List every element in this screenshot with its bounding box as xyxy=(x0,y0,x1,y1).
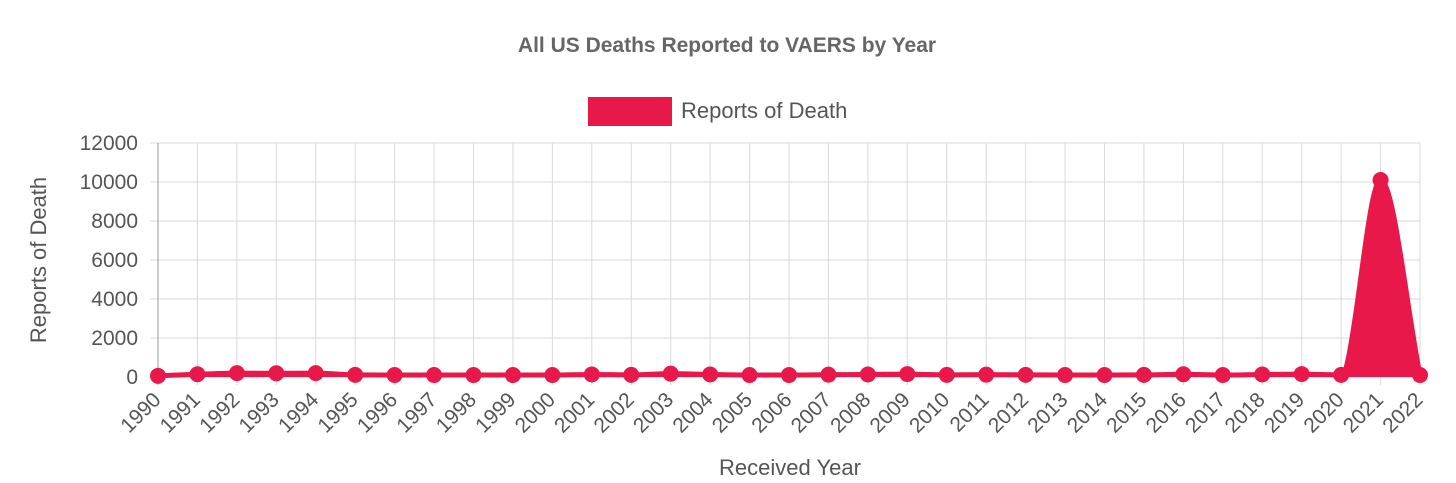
data-point-2009[interactable] xyxy=(899,366,916,383)
x-tick-label: 1998 xyxy=(432,388,481,437)
x-tick-label: 2001 xyxy=(550,388,599,437)
x-tick-label: 2005 xyxy=(708,388,757,437)
x-tick-label: 2018 xyxy=(1220,388,1269,437)
data-point-2007[interactable] xyxy=(820,366,837,383)
y-axis-ticks: 0 2000 4000 6000 8000 10000 12000 xyxy=(80,132,138,389)
x-axis-ticks: 1990199119921993199419951996199719981999… xyxy=(116,388,1427,438)
data-point-1998[interactable] xyxy=(465,367,482,384)
data-points xyxy=(150,172,1428,384)
y-axis-title: Reports of Death xyxy=(26,177,51,343)
data-point-2006[interactable] xyxy=(781,367,797,384)
y-tick-label: 2000 xyxy=(91,327,138,350)
x-tick-label: 2000 xyxy=(511,388,560,437)
y-tick-label: 10000 xyxy=(80,171,138,194)
x-tick-label: 2003 xyxy=(629,388,678,437)
x-tick-label: 2010 xyxy=(905,388,954,437)
data-point-2015[interactable] xyxy=(1135,366,1152,383)
data-point-2018[interactable] xyxy=(1254,366,1271,383)
x-tick-label: 1992 xyxy=(195,388,244,437)
x-tick-label: 1991 xyxy=(156,388,205,437)
data-point-2005[interactable] xyxy=(741,367,758,384)
x-tick-label: 2007 xyxy=(787,388,836,437)
legend-swatch xyxy=(588,97,672,126)
data-point-1995[interactable] xyxy=(347,366,364,383)
data-point-1992[interactable] xyxy=(228,365,245,382)
legend-label: Reports of Death xyxy=(681,98,847,123)
x-tick-label: 2002 xyxy=(589,388,638,437)
x-tick-label: 2012 xyxy=(984,388,1033,437)
data-point-2008[interactable] xyxy=(859,366,876,383)
x-tick-label: 1995 xyxy=(313,388,362,437)
data-point-2022[interactable] xyxy=(1412,367,1428,384)
x-tick-label: 2008 xyxy=(826,388,875,437)
x-axis-title: Received Year xyxy=(719,455,861,480)
data-point-1990[interactable] xyxy=(150,367,166,384)
y-tick-label: 4000 xyxy=(91,288,138,311)
data-point-2012[interactable] xyxy=(1017,366,1034,383)
y-tick-label: 8000 xyxy=(91,210,138,233)
data-point-2001[interactable] xyxy=(583,366,600,383)
x-tick-label: 2009 xyxy=(866,388,915,437)
x-tick-label: 2021 xyxy=(1339,388,1388,437)
data-point-2011[interactable] xyxy=(978,366,995,383)
data-point-2019[interactable] xyxy=(1293,366,1310,383)
data-point-1996[interactable] xyxy=(386,367,403,384)
x-tick-label: 1990 xyxy=(116,388,165,437)
data-point-2010[interactable] xyxy=(938,366,955,383)
x-tick-label: 1997 xyxy=(392,388,441,437)
y-tick-label: 6000 xyxy=(91,249,138,272)
data-point-2003[interactable] xyxy=(662,365,679,382)
x-tick-label: 2016 xyxy=(1142,388,1191,437)
x-tick-label: 2004 xyxy=(668,388,718,438)
data-point-2021[interactable] xyxy=(1372,172,1389,189)
x-tick-label: 1994 xyxy=(274,388,324,438)
y-tick-label: 0 xyxy=(126,366,138,389)
data-point-1997[interactable] xyxy=(426,367,443,384)
x-tick-label: 1996 xyxy=(353,388,402,437)
data-point-2016[interactable] xyxy=(1175,366,1192,383)
x-tick-label: 2014 xyxy=(1063,388,1113,438)
x-tick-label: 2006 xyxy=(747,388,796,437)
x-tick-label: 2017 xyxy=(1181,388,1230,437)
chart-title: All US Deaths Reported to VAERS by Year xyxy=(518,34,936,57)
data-point-2000[interactable] xyxy=(544,367,561,384)
x-tick-label: 2015 xyxy=(1102,388,1151,437)
x-tick-label: 2019 xyxy=(1260,388,1309,437)
y-tick-label: 12000 xyxy=(80,132,138,155)
data-point-2020[interactable] xyxy=(1333,366,1350,383)
data-point-1993[interactable] xyxy=(268,365,285,382)
x-tick-label: 1993 xyxy=(235,388,284,437)
data-point-2013[interactable] xyxy=(1057,367,1074,384)
data-point-2002[interactable] xyxy=(623,366,640,383)
data-point-2017[interactable] xyxy=(1214,367,1231,384)
data-point-2004[interactable] xyxy=(702,366,719,383)
grid xyxy=(150,142,1421,385)
data-point-1994[interactable] xyxy=(307,365,324,382)
data-point-2014[interactable] xyxy=(1096,367,1113,384)
x-tick-label: 2020 xyxy=(1299,388,1348,437)
data-point-1999[interactable] xyxy=(504,367,521,384)
legend[interactable]: Reports of Death xyxy=(588,97,847,126)
x-tick-label: 1999 xyxy=(471,388,520,437)
x-tick-label: 2013 xyxy=(1023,388,1072,437)
data-point-1991[interactable] xyxy=(189,366,206,383)
x-tick-label: 2022 xyxy=(1378,388,1427,437)
x-tick-label: 2011 xyxy=(946,388,994,436)
